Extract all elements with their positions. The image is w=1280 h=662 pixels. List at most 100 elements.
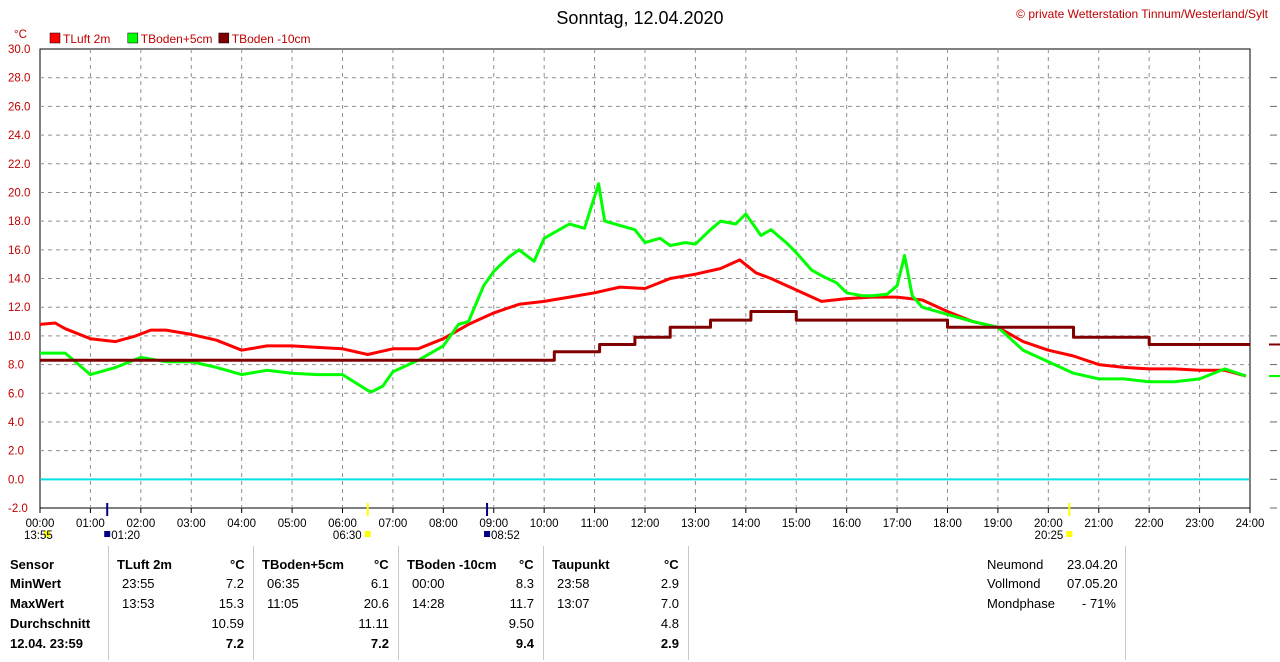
y-tick-label: 26.0 — [8, 101, 30, 113]
y-tick-label: 28.0 — [8, 73, 30, 85]
y-tick-label: 14.0 — [8, 274, 30, 286]
table-divider — [543, 546, 544, 660]
x-tick-label: 04:00 — [227, 518, 256, 530]
sunset-icon — [1066, 531, 1073, 537]
y-tick-label: 10.0 — [8, 331, 30, 343]
legend-label: TLuft 2m — [63, 32, 110, 46]
plot-frame — [39, 48, 1251, 509]
x-tick-label: 02:00 — [126, 518, 155, 530]
max-value: 11.7 — [509, 596, 534, 611]
table-divider — [108, 546, 109, 660]
x-tick-label: 13:00 — [681, 518, 710, 530]
sunrise-icon — [364, 531, 371, 537]
table-divider — [688, 546, 689, 660]
y-tick-label: 8.0 — [8, 360, 24, 372]
moonrise-icon — [104, 531, 111, 537]
max-time: 13:07 — [557, 596, 590, 611]
x-tick-label: 21:00 — [1084, 518, 1113, 530]
min-time: 23:58 — [557, 576, 590, 591]
col-header-tboden10: TBoden -10cm — [407, 557, 497, 572]
y-tick-label: 18.0 — [8, 216, 30, 228]
x-tick-label: 06:00 — [328, 518, 357, 530]
x-tick-label: 12:00 — [631, 518, 660, 530]
min-time: 06:35 — [267, 576, 300, 591]
y-tick-label: 4.0 — [8, 417, 24, 429]
legend-swatch — [127, 32, 139, 44]
series-line-tluft-2m — [39, 258, 1247, 378]
current-value: 7.2 — [370, 636, 389, 651]
x-tick-label: 17:00 — [883, 518, 912, 530]
legend-label: TBoden+5cm — [141, 32, 213, 46]
sun-moon-markers: 06:30 20:25 01:20 08:52 13:55 — [24, 503, 1073, 542]
x-tick-label: 11:00 — [581, 518, 609, 530]
max-value: 7.0 — [660, 596, 679, 611]
col-unit: °C — [664, 557, 679, 572]
col-header-tluft: TLuft 2m — [117, 557, 172, 572]
col-header-tboden5: TBoden+5cm — [262, 557, 344, 572]
x-axis: 00:00 01:00 02:00 03:00 04:00 05:00 06:00 07:00… — [26, 508, 1265, 530]
legend: TLuft 2m TBoden+5cm TBoden -10cm — [49, 32, 311, 46]
chart-title: Sonntag, 12.04.2020 — [556, 8, 723, 28]
current-value: 2.9 — [660, 636, 679, 651]
x-tick-label: 01:00 — [76, 518, 105, 530]
x-tick-label: 20:00 — [1034, 518, 1063, 530]
row-label-current: 12.04. 23:59 — [10, 636, 84, 651]
moonset-prev-time-label: 13:55 — [24, 530, 53, 542]
y-tick-label: -2.0 — [8, 503, 28, 515]
moon-value-fullmoon: 07.05.20 — [1067, 576, 1118, 591]
x-tick-label: 19:00 — [984, 518, 1013, 530]
sunrise-time-label: 06:30 — [333, 530, 362, 542]
min-value: 7.2 — [225, 576, 244, 591]
y-tick-label: 12.0 — [8, 302, 30, 314]
avg-value: 11.11 — [358, 616, 389, 631]
moonset-time-label: 08:52 — [491, 530, 520, 542]
x-tick-label: 23:00 — [1185, 518, 1214, 530]
moon-label-fullmoon: Vollmond — [987, 576, 1041, 591]
x-tick-label: 18:00 — [933, 518, 962, 530]
moonrise-time-label: 01:20 — [111, 530, 140, 542]
y-tick-label: 22.0 — [8, 159, 30, 171]
y-tick-label: 2.0 — [8, 446, 24, 458]
max-value: 15.3 — [218, 596, 244, 611]
row-label-max: MaxWert — [10, 596, 64, 611]
x-tick-label: 03:00 — [177, 518, 206, 530]
x-tick-label: 09:00 — [479, 518, 508, 530]
x-tick-label: 07:00 — [379, 518, 408, 530]
legend-label: TBoden -10cm — [232, 32, 311, 46]
moon-value-newmoon: 23.04.20 — [1067, 557, 1118, 572]
min-value: 8.3 — [515, 576, 534, 591]
min-value: 6.1 — [370, 576, 389, 591]
min-time: 00:00 — [412, 576, 445, 591]
copyright-label: © private Wetterstation Tinnum/Westerlan… — [1016, 7, 1269, 21]
y-tick-label: 24.0 — [8, 130, 30, 142]
legend-swatch — [218, 32, 230, 44]
avg-value: 10.59 — [211, 616, 244, 631]
row-label-min: MinWert — [10, 576, 62, 591]
moon-label-newmoon: Neumond — [987, 557, 1044, 572]
table-divider — [253, 546, 254, 660]
legend-swatch — [49, 32, 61, 44]
min-time: 23:55 — [122, 576, 155, 591]
y-tick-label: 6.0 — [8, 388, 24, 400]
sunset-time-label: 20:25 — [1035, 530, 1064, 542]
y-tick-label: 0.0 — [8, 474, 24, 486]
col-unit: °C — [374, 557, 389, 572]
col-header-taupunkt: Taupunkt — [552, 557, 610, 572]
col-unit: °C — [519, 557, 534, 572]
max-value: 20.6 — [363, 596, 389, 611]
right-edge-scale — [1269, 77, 1280, 509]
y-tick-label: 20.0 — [8, 187, 30, 199]
statistics-table: Sensor MinWert MaxWert Durchschnitt 12.0… — [0, 544, 1280, 662]
max-time: 14:28 — [412, 596, 445, 611]
sensor-header: Sensor — [10, 557, 55, 572]
grid — [40, 49, 1250, 508]
x-tick-label: 24:00 — [1236, 518, 1265, 530]
x-tick-label: 10:00 — [530, 518, 559, 530]
max-time: 11:05 — [267, 596, 299, 611]
moonset-prev-icon — [44, 531, 50, 537]
y-unit-label: °C — [14, 29, 27, 41]
current-value: 7.2 — [225, 636, 244, 651]
max-time: 13:53 — [122, 596, 155, 611]
avg-value: 9.50 — [508, 616, 534, 631]
series-line-tboden-5cm — [40, 182, 1247, 394]
